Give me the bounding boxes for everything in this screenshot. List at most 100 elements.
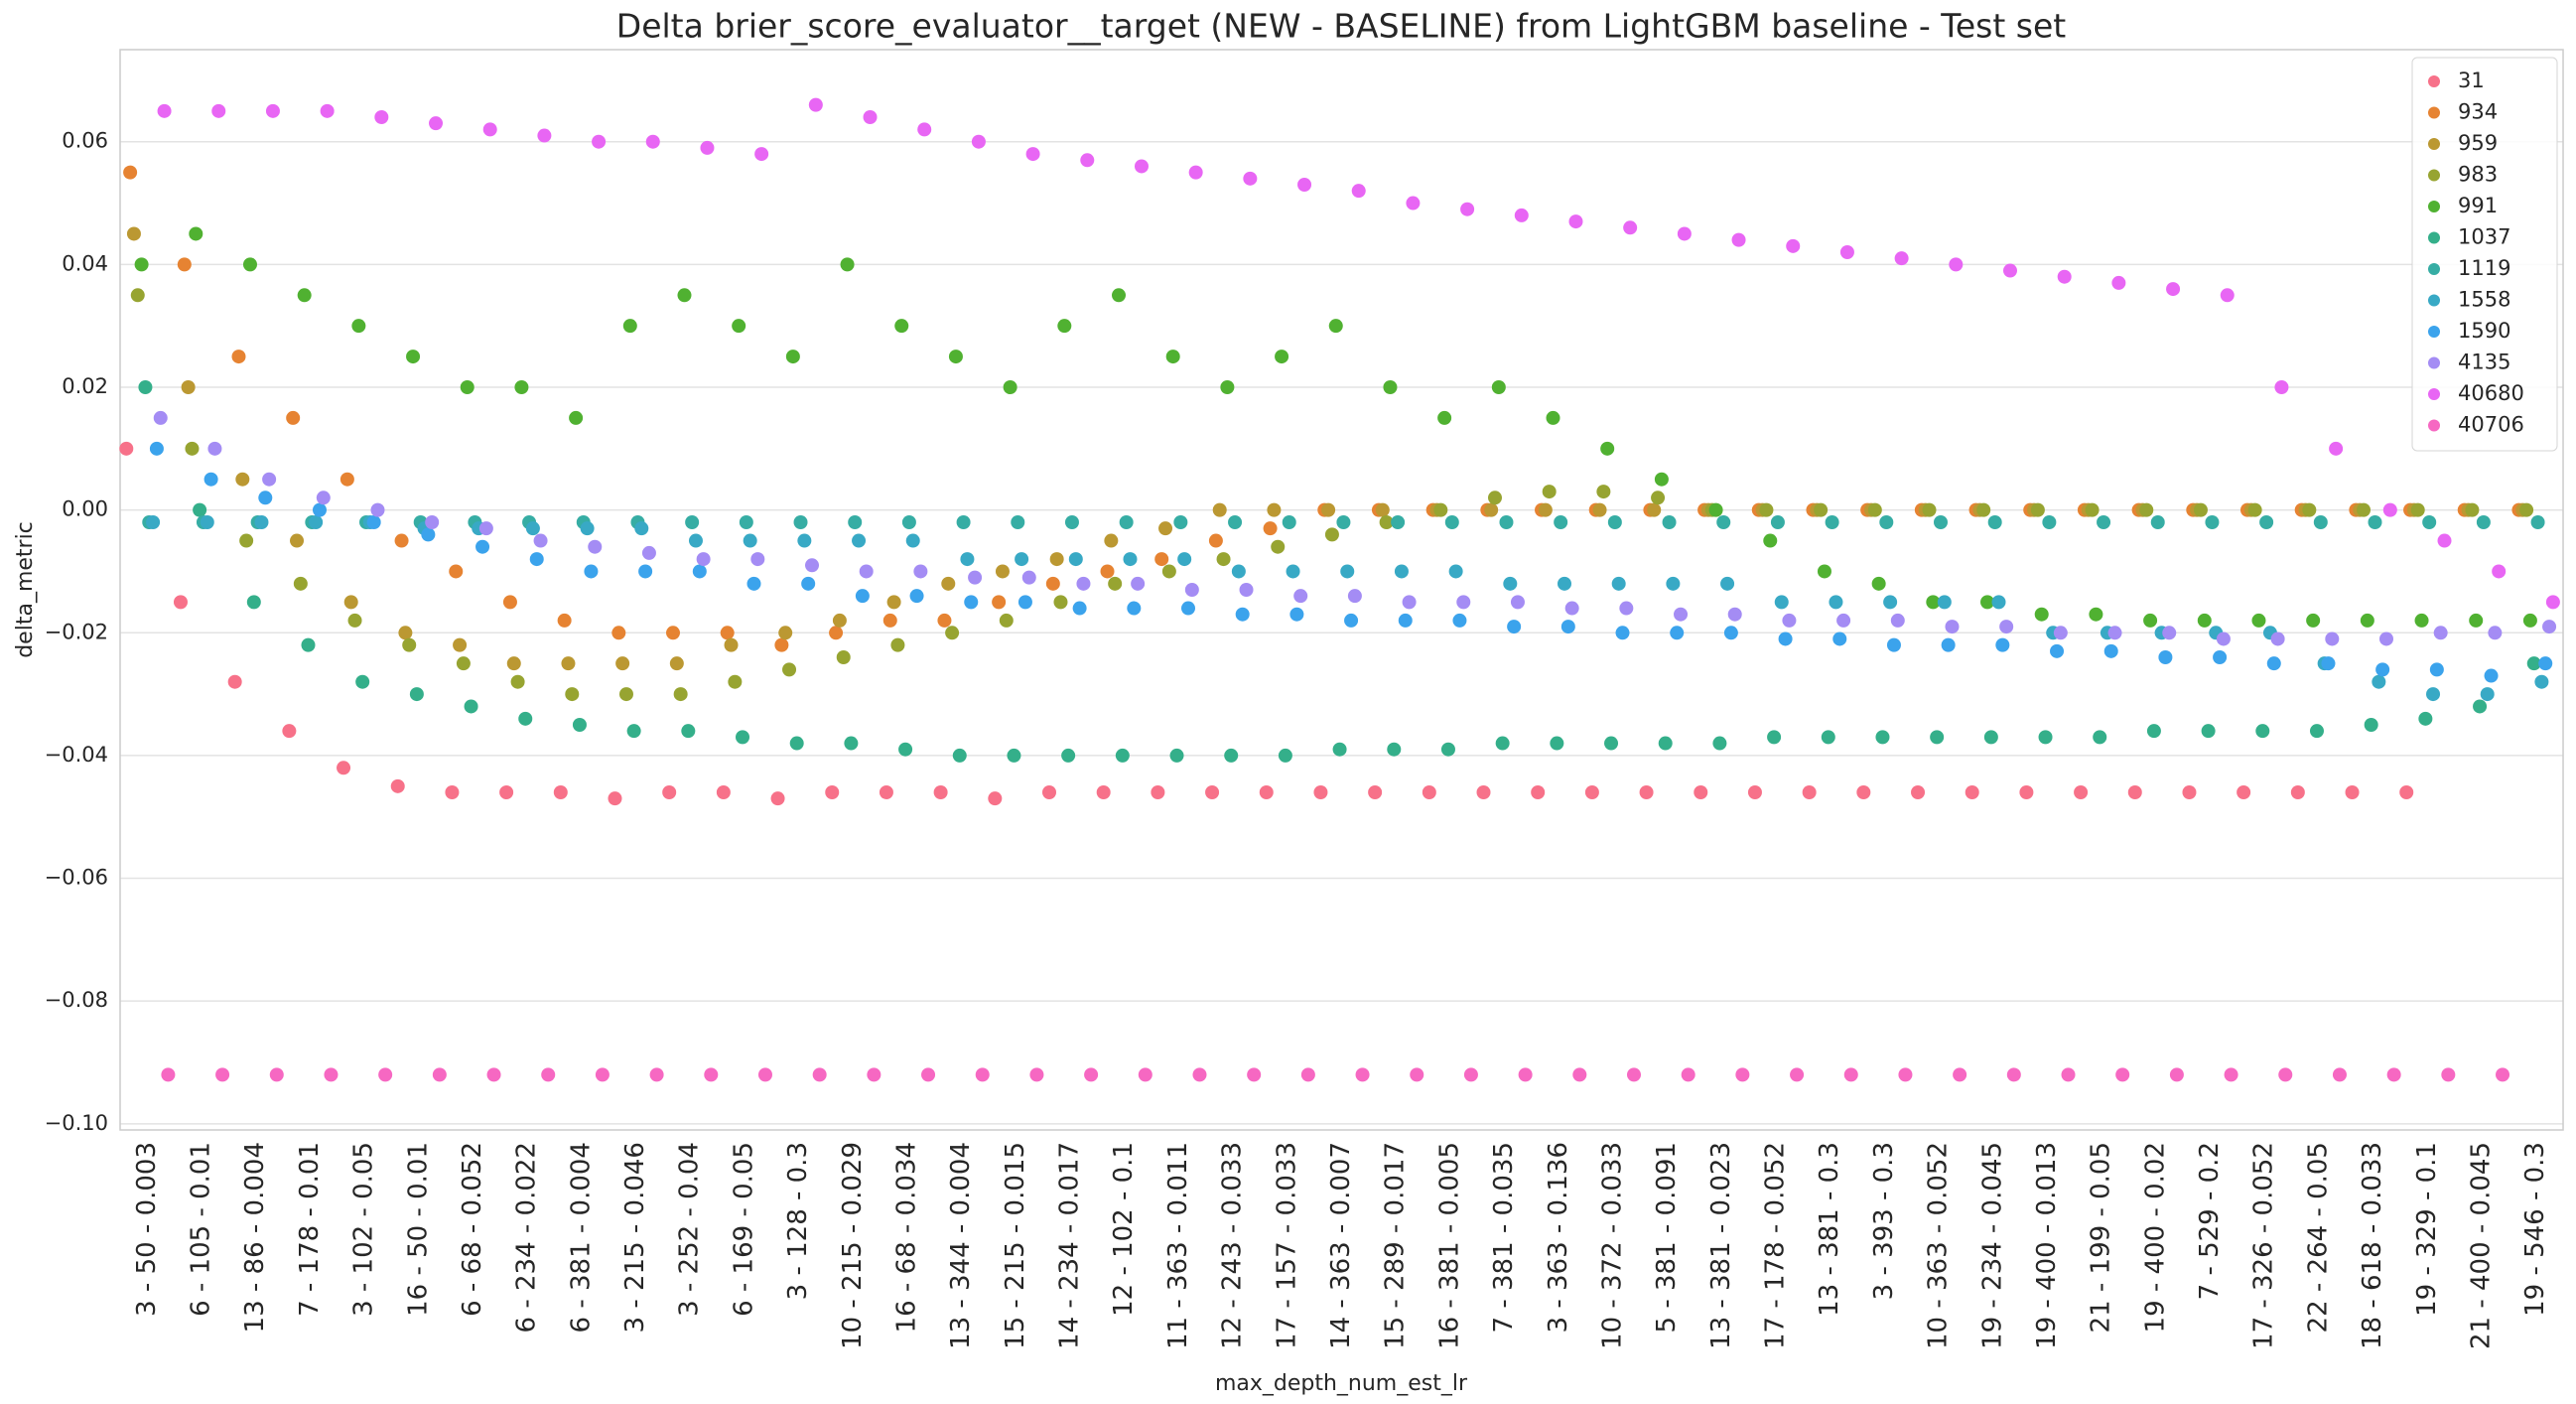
point [297, 288, 312, 303]
point [1836, 613, 1851, 628]
point [533, 533, 548, 548]
point [1344, 613, 1359, 628]
point [572, 718, 587, 732]
point [2441, 1067, 2456, 1082]
point [286, 410, 301, 425]
point [324, 1067, 339, 1082]
point [852, 533, 867, 548]
point [347, 613, 362, 628]
x-tick-label: 15 - 215 - 0.015 [1001, 1142, 1030, 1349]
point [366, 515, 381, 529]
point [1953, 1067, 1967, 1082]
x-tick-label: 3 - 102 - 0.05 [349, 1142, 379, 1317]
point [1790, 1067, 1805, 1082]
point [859, 564, 874, 579]
point [2465, 502, 2480, 517]
point [146, 515, 161, 529]
point [525, 521, 540, 536]
point [1949, 257, 1964, 272]
point [1017, 595, 1032, 610]
point [320, 103, 335, 118]
point [409, 687, 424, 702]
point [626, 724, 641, 739]
series [153, 410, 2557, 646]
point [1184, 583, 1199, 597]
point [514, 380, 529, 394]
point [1843, 1067, 1858, 1082]
point [2426, 687, 2441, 702]
point [1937, 595, 1952, 610]
point [975, 1067, 990, 1082]
point [622, 319, 637, 334]
legend-label: 40680 [2458, 381, 2524, 405]
point [293, 576, 308, 591]
point [1456, 595, 1471, 610]
point [1666, 576, 1681, 591]
point [123, 165, 138, 180]
point [1694, 785, 1708, 799]
point [1987, 515, 2002, 529]
point [2150, 515, 2165, 529]
point [2193, 502, 2208, 517]
point [774, 637, 789, 652]
point [1814, 502, 1829, 517]
point [1817, 564, 1831, 579]
point [848, 515, 863, 529]
point [778, 626, 793, 640]
point [453, 637, 468, 652]
point [952, 748, 967, 763]
point [1181, 601, 1196, 616]
point [1550, 736, 1564, 751]
point [1437, 410, 1452, 425]
point [529, 552, 544, 567]
point [398, 626, 413, 640]
point [1173, 515, 1188, 529]
point [2034, 607, 2049, 622]
x-tick-label: 22 - 264 - 0.05 [2303, 1142, 2333, 1333]
point [720, 626, 735, 640]
point [1619, 601, 1634, 616]
point [836, 650, 851, 664]
point [1584, 785, 1599, 799]
point [1825, 515, 1839, 529]
y-tick-label: −0.06 [45, 866, 108, 890]
point [2496, 1067, 2510, 1082]
point [634, 521, 649, 536]
point [611, 626, 626, 640]
point [1007, 748, 1021, 763]
point [2492, 564, 2507, 579]
point [1491, 380, 1506, 394]
point [1402, 595, 1417, 610]
point [608, 791, 622, 806]
point [2197, 613, 2212, 628]
point [595, 1067, 610, 1082]
point [937, 613, 952, 628]
point [615, 656, 630, 671]
point [1355, 1067, 1370, 1082]
point [879, 785, 893, 799]
point [262, 472, 277, 487]
point [832, 613, 847, 628]
point [1049, 552, 1064, 567]
point [1596, 485, 1611, 499]
x-tick-label: 6 - 68 - 0.052 [458, 1142, 487, 1317]
x-tick-label: 6 - 381 - 0.004 [566, 1142, 596, 1333]
point [1484, 502, 1499, 517]
point [1802, 785, 1817, 799]
point [2302, 502, 2317, 517]
x-tick-label: 17 - 178 - 0.052 [1761, 1142, 1791, 1349]
point [309, 515, 324, 529]
point [1886, 637, 1901, 652]
point [1460, 202, 1475, 216]
point [1983, 730, 1998, 745]
point [1623, 220, 1638, 235]
point [2325, 632, 2340, 646]
point [1029, 1067, 1044, 1082]
point [2169, 1067, 2184, 1082]
point [2469, 613, 2484, 628]
point [1271, 539, 1286, 554]
point [499, 785, 514, 799]
point [1154, 552, 1169, 567]
point [666, 626, 681, 640]
legend-label: 4135 [2458, 351, 2510, 374]
